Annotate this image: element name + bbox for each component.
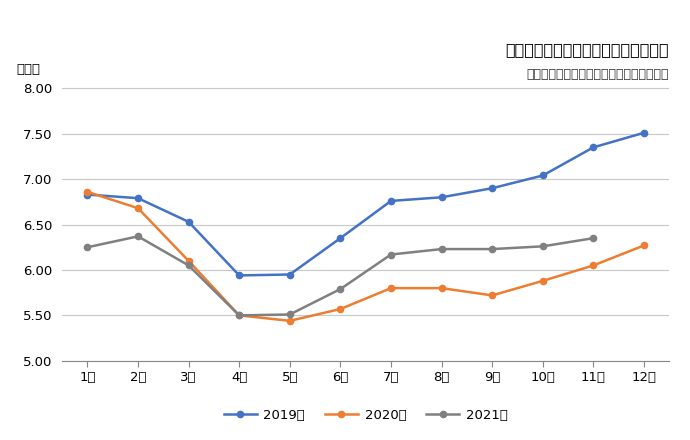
2019年 [336, 235, 344, 241]
2020年 [488, 293, 496, 298]
2019年 [83, 192, 92, 197]
2020年 [539, 278, 547, 283]
2019年 [437, 194, 446, 200]
Text: 厚生労働省「一般職業紹介状況」より作成: 厚生労働省「一般職業紹介状況」より作成 [526, 68, 669, 81]
2019年 [184, 219, 193, 224]
2020年 [437, 286, 446, 291]
2020年 [134, 205, 142, 211]
2020年 [387, 286, 395, 291]
2021年 [589, 235, 598, 241]
2019年 [286, 272, 294, 277]
2021年 [437, 246, 446, 252]
Line: 2020年: 2020年 [84, 189, 647, 324]
2021年 [539, 244, 547, 249]
2019年 [589, 145, 598, 150]
2020年 [640, 243, 648, 248]
2021年 [134, 234, 142, 239]
2019年 [539, 173, 547, 178]
2021年 [235, 313, 244, 318]
2021年 [83, 245, 92, 250]
2019年 [640, 130, 648, 136]
2019年 [134, 195, 142, 201]
2021年 [387, 252, 395, 257]
2019年 [235, 273, 244, 278]
Text: （倍）: （倍） [17, 63, 41, 77]
2020年 [235, 313, 244, 318]
Legend: 2019年, 2020年, 2021年: 2019年, 2020年, 2021年 [219, 404, 513, 428]
2021年 [184, 263, 193, 268]
2021年 [488, 246, 496, 252]
2021年 [286, 312, 294, 317]
Line: 2019年: 2019年 [84, 130, 647, 279]
2020年 [184, 258, 193, 264]
2020年 [286, 318, 294, 323]
2019年 [387, 198, 395, 204]
2021年 [336, 286, 344, 292]
Text: 建設技術者の有効求人倍率の月別推移: 建設技術者の有効求人倍率の月別推移 [506, 43, 669, 58]
2020年 [336, 306, 344, 312]
2020年 [83, 189, 92, 194]
2019年 [488, 186, 496, 191]
2020年 [589, 263, 598, 268]
Line: 2021年: 2021年 [84, 233, 597, 319]
